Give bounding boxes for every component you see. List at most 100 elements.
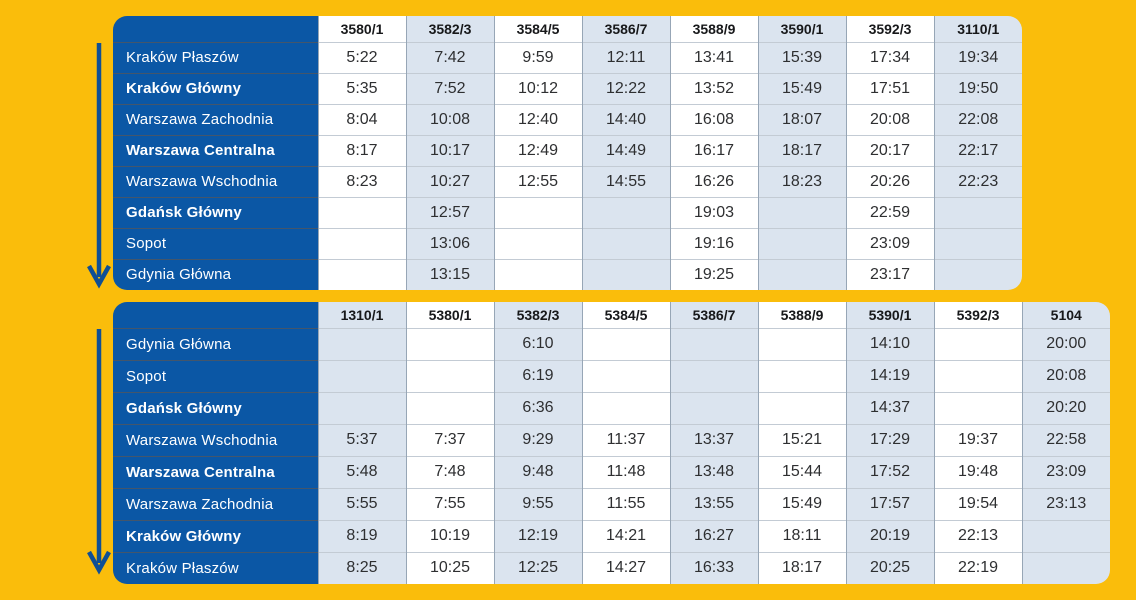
departure-time-cell: 22:19 [933, 551, 1022, 584]
departure-time-cell [493, 227, 582, 259]
train-numbers-row: 1310/1 5380/1 5382/3 5384/5 5386/7 5388/9 5390… [113, 302, 1110, 328]
timetable-krakow-to-gdynia: 3580/1 3582/3 3584/5 3586/7 3588/9 3590/1 3592… [87, 16, 1022, 295]
departure-time-cell [1021, 551, 1110, 584]
departure-time-cell: 20:20 [1021, 391, 1110, 424]
train-number-header: 3592/3 [845, 16, 934, 42]
departure-time-cell: 5:55 [317, 487, 406, 520]
departure-time-cell: 12:22 [581, 72, 670, 104]
departure-time-cell: 18:23 [757, 165, 846, 197]
station-row: Gdańsk Główny 12:57 19:03 22:59 [113, 196, 1022, 228]
departure-time-cell: 5:22 [317, 41, 406, 73]
station-row: Sopot 13:06 19:16 23:09 [113, 227, 1022, 259]
departure-time-cell: 11:48 [581, 455, 670, 488]
departure-time-cell: 11:37 [581, 423, 670, 456]
departure-time-cell [317, 359, 406, 392]
departure-time-cell: 15:21 [757, 423, 846, 456]
departure-time-cell [933, 391, 1022, 424]
train-numbers-row: 3580/1 3582/3 3584/5 3586/7 3588/9 3590/1 3592… [113, 16, 1022, 42]
departure-time-cell: 9:55 [493, 487, 582, 520]
departure-time-cell: 13:37 [669, 423, 758, 456]
departure-time-cell: 10:12 [493, 72, 582, 104]
station-name-cell: Gdańsk Główny [113, 391, 318, 424]
departure-time-cell: 19:54 [933, 487, 1022, 520]
departure-time-cell [757, 258, 846, 290]
station-row: Kraków Płaszów 8:25 10:25 12:25 14:27 16:33 18… [113, 551, 1110, 584]
station-row: Warszawa Wschodnia 5:37 7:37 9:29 11:37 13:37… [113, 423, 1110, 456]
departure-time-cell: 16:26 [669, 165, 758, 197]
departure-time-cell: 14:27 [581, 551, 670, 584]
departure-time-cell [405, 391, 494, 424]
departure-time-cell: 5:35 [317, 72, 406, 104]
departure-time-cell: 15:44 [757, 455, 846, 488]
departure-time-cell: 13:06 [405, 227, 494, 259]
train-number-header: 5386/7 [669, 302, 758, 328]
departure-time-cell: 7:55 [405, 487, 494, 520]
departure-time-cell [933, 227, 1022, 259]
timetable-panel: 3580/1 3582/3 3584/5 3586/7 3588/9 3590/1 3592… [113, 16, 1022, 290]
departure-time-cell [493, 258, 582, 290]
departure-time-cell: 14:55 [581, 165, 670, 197]
departure-time-cell: 20:00 [1021, 327, 1110, 360]
departure-time-cell: 12:11 [581, 41, 670, 73]
departure-time-cell: 6:10 [493, 327, 582, 360]
departure-time-cell [1021, 519, 1110, 552]
departure-time-cell: 19:34 [933, 41, 1022, 73]
departure-time-cell: 22:23 [933, 165, 1022, 197]
departure-time-cell: 10:19 [405, 519, 494, 552]
departure-time-cell [933, 258, 1022, 290]
departure-time-cell: 9:59 [493, 41, 582, 73]
station-name-cell: Warszawa Wschodnia [113, 423, 318, 456]
departure-time-cell [933, 327, 1022, 360]
departure-time-cell: 20:17 [845, 134, 934, 166]
departure-time-cell [405, 359, 494, 392]
station-column-header [113, 16, 318, 42]
station-row: Warszawa Zachodnia 8:04 10:08 12:40 14:40 16:… [113, 103, 1022, 135]
departure-time-cell: 13:48 [669, 455, 758, 488]
departure-time-cell: 23:09 [1021, 455, 1110, 488]
departure-time-cell [317, 258, 406, 290]
departure-time-cell: 13:55 [669, 487, 758, 520]
departure-time-cell [757, 327, 846, 360]
station-row: Kraków Płaszów 5:22 7:42 9:59 12:11 13:41 15:3… [113, 41, 1022, 73]
train-number-header: 5380/1 [405, 302, 494, 328]
departure-time-cell: 11:55 [581, 487, 670, 520]
departure-time-cell: 8:17 [317, 134, 406, 166]
train-number-header: 5382/3 [493, 302, 582, 328]
departure-time-cell: 22:08 [933, 103, 1022, 135]
station-name-cell: Gdynia Główna [113, 258, 318, 290]
departure-time-cell: 14:40 [581, 103, 670, 135]
station-row: Gdynia Główna 6:10 14:10 20:00 [113, 327, 1110, 360]
train-number-header: 5392/3 [933, 302, 1022, 328]
departure-time-cell: 5:48 [317, 455, 406, 488]
departure-time-cell: 23:13 [1021, 487, 1110, 520]
departure-time-cell: 14:21 [581, 519, 670, 552]
station-name-cell: Kraków Płaszów [113, 41, 318, 73]
timetable: 1310/1 5380/1 5382/3 5384/5 5386/7 5388/9 5390… [113, 302, 1110, 584]
train-number-header: 3110/1 [933, 16, 1022, 42]
departure-time-cell: 20:26 [845, 165, 934, 197]
departure-time-cell: 12:19 [493, 519, 582, 552]
departure-time-cell: 8:19 [317, 519, 406, 552]
departure-time-cell: 19:48 [933, 455, 1022, 488]
station-name-cell: Gdynia Główna [113, 327, 318, 360]
train-number-header: 5104 [1021, 302, 1110, 328]
train-number-header: 5388/9 [757, 302, 846, 328]
timetable: 3580/1 3582/3 3584/5 3586/7 3588/9 3590/1 3592… [113, 16, 1022, 290]
departure-time-cell [581, 359, 670, 392]
station-name-cell: Sopot [113, 359, 318, 392]
station-row: Gdańsk Główny 6:36 14:37 20:20 [113, 391, 1110, 424]
departure-time-cell: 17:57 [845, 487, 934, 520]
departure-time-cell [581, 391, 670, 424]
station-row: Kraków Główny 5:35 7:52 10:12 12:22 13:52 15:4… [113, 72, 1022, 104]
departure-time-cell: 6:19 [493, 359, 582, 392]
departure-time-cell: 8:04 [317, 103, 406, 135]
train-number-header: 3580/1 [317, 16, 406, 42]
departure-time-cell [405, 327, 494, 360]
departure-time-cell: 12:55 [493, 165, 582, 197]
departure-time-cell: 16:33 [669, 551, 758, 584]
departure-time-cell: 17:52 [845, 455, 934, 488]
departure-time-cell [669, 391, 758, 424]
departure-time-cell: 7:48 [405, 455, 494, 488]
departure-time-cell [933, 359, 1022, 392]
departure-time-cell: 19:03 [669, 196, 758, 228]
